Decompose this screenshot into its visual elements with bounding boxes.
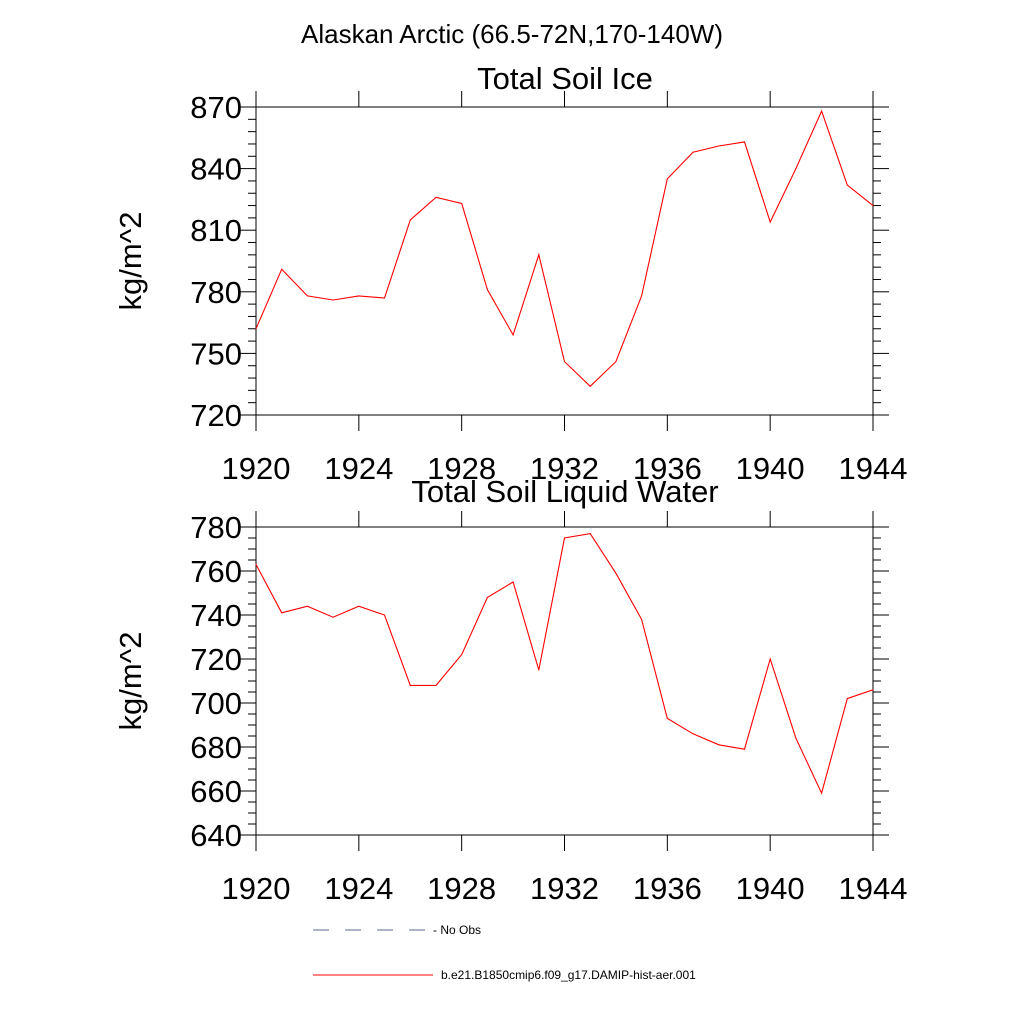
- x-tick-label: 1932: [530, 871, 599, 906]
- data-point: [872, 689, 874, 691]
- x-tick-label: 1944: [839, 451, 908, 486]
- data-point: [486, 596, 488, 598]
- x-tick-label: 1920: [222, 871, 291, 906]
- data-point: [281, 612, 283, 614]
- legend-label-no-obs: - No Obs: [433, 923, 481, 937]
- y-tick-label: 750: [190, 336, 242, 371]
- panel-total-soil-liquid-water: Total Soil Liquid Water kg/m^2 1920 1924 1…: [113, 474, 907, 906]
- data-point: [615, 361, 617, 363]
- data-point: [589, 385, 591, 387]
- x-tick-label: 1940: [736, 871, 805, 906]
- data-point: [846, 184, 848, 186]
- data-point: [615, 572, 617, 574]
- data-point: [306, 605, 308, 607]
- data-point: [255, 328, 257, 330]
- data-point: [641, 295, 643, 297]
- y-axis-label: kg/m^2: [113, 212, 148, 311]
- y-tick-label: 640: [190, 818, 242, 853]
- data-point: [821, 110, 823, 112]
- data-point: [384, 297, 386, 299]
- data-point: [666, 717, 668, 719]
- y-tick-label: 760: [190, 554, 242, 589]
- y-tick-label: 810: [190, 213, 242, 248]
- x-tick-label: 1936: [633, 451, 702, 486]
- data-point: [769, 221, 771, 223]
- data-point: [743, 748, 745, 750]
- data-point: [255, 563, 257, 565]
- data-point: [718, 145, 720, 147]
- data-point: [846, 698, 848, 700]
- legend-label-model-run: b.e21.B1850cmip6.f09_g17.DAMIP-hist-aer.…: [441, 968, 696, 982]
- data-point: [332, 299, 334, 301]
- panel-total-soil-ice: Total Soil Ice kg/m^2 1920 1924 1928 1932 19…: [113, 61, 907, 486]
- data-point: [358, 605, 360, 607]
- x-tick-label: 1940: [736, 451, 805, 486]
- x-tick-label: 1924: [324, 871, 393, 906]
- data-point: [564, 361, 565, 363]
- y-tick-label: 780: [190, 510, 242, 545]
- data-point: [718, 744, 720, 746]
- y-tick-label: 870: [190, 90, 242, 125]
- x-tick-label: 1936: [633, 871, 702, 906]
- data-point: [512, 581, 514, 583]
- data-point: [769, 658, 771, 660]
- y-tick-label: 740: [190, 598, 242, 633]
- data-point: [409, 684, 411, 686]
- plot-frame: [255, 106, 874, 416]
- legend: - No Obs b.e21.B1850cmip6.f09_g17.DAMIP-…: [313, 923, 696, 982]
- data-point: [692, 151, 694, 153]
- x-tick-label: 1928: [427, 451, 496, 486]
- y-axis-label: kg/m^2: [113, 632, 148, 731]
- data-point: [486, 289, 488, 291]
- data-point: [692, 733, 694, 735]
- x-tick-label: 1928: [427, 871, 496, 906]
- y-tick-label: 700: [190, 686, 242, 721]
- y-tick-label: 840: [190, 152, 242, 187]
- data-point: [281, 268, 283, 270]
- data-point: [332, 616, 334, 618]
- data-point: [795, 168, 797, 170]
- data-point: [306, 295, 308, 297]
- series-line: [255, 109, 874, 388]
- x-tick-label: 1944: [839, 871, 908, 906]
- x-tick-label: 1932: [530, 451, 599, 486]
- data-point: [435, 684, 437, 686]
- data-point: [435, 196, 437, 198]
- data-point: [538, 254, 540, 256]
- y-tick-label: 660: [190, 774, 242, 809]
- data-point: [589, 533, 591, 535]
- y-tick-label: 780: [190, 275, 242, 310]
- data-point: [564, 537, 565, 539]
- chart-title: Total Soil Ice: [477, 61, 653, 96]
- data-point: [512, 334, 514, 336]
- plot-frame: [255, 526, 874, 836]
- data-point: [743, 141, 745, 143]
- data-point: [872, 205, 874, 207]
- x-tick-label: 1924: [324, 451, 393, 486]
- data-point: [409, 219, 411, 221]
- figure-title: Alaskan Arctic (66.5-72N,170-140W): [301, 19, 723, 49]
- y-tick-label: 720: [190, 398, 242, 433]
- chart-title: Total Soil Liquid Water: [411, 474, 718, 509]
- data-point: [384, 614, 386, 616]
- x-tick-label: 1920: [222, 451, 291, 486]
- data-point: [358, 295, 360, 297]
- data-point: [795, 737, 797, 739]
- y-tick-label: 680: [190, 730, 242, 765]
- data-point: [461, 203, 463, 205]
- series-line: [255, 532, 874, 795]
- y-tick-label: 720: [190, 642, 242, 677]
- data-point: [641, 618, 643, 620]
- data-point: [538, 669, 540, 671]
- data-point: [821, 792, 823, 794]
- data-point: [666, 178, 668, 180]
- data-point: [461, 654, 463, 656]
